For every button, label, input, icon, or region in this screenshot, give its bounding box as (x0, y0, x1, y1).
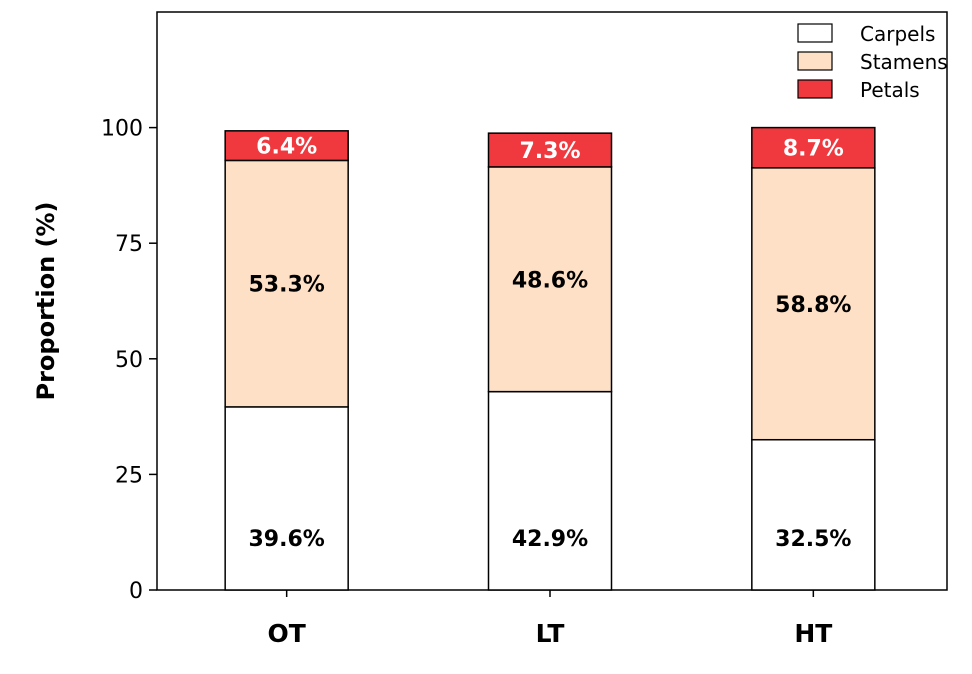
legend-swatch-petals (797, 79, 833, 99)
x-axis: OT LT HT (268, 590, 832, 648)
data-label-carpels: 42.9% (512, 527, 588, 552)
legend: Carpels Stamens Petals (797, 22, 948, 102)
data-label-stamens: 48.6% (512, 268, 588, 293)
x-tick-label: OT (268, 619, 306, 648)
x-tick-label: HT (794, 619, 832, 648)
y-axis: 0 25 50 75 100 (101, 117, 157, 604)
y-tick-label: 25 (115, 463, 143, 488)
x-tick-label: LT (536, 619, 565, 648)
bar-groups: 39.6% 53.3% 6.4% 42.9% 48.6% 7.3% 32.5% 58.8% 8.… (224, 126, 876, 591)
data-label-stamens: 53.3% (249, 273, 325, 298)
legend-swatch-stamens (797, 51, 833, 71)
data-label-carpels: 32.5% (775, 527, 851, 552)
bar-group-lt: 42.9% 48.6% 7.3% (487, 132, 613, 591)
y-tick-label: 100 (101, 117, 143, 142)
bar-segment-stamens (224, 159, 349, 408)
data-label-petals: 8.7% (783, 137, 844, 162)
data-label-petals: 7.3% (519, 139, 580, 164)
y-axis-label: Proportion (%) (32, 201, 60, 400)
data-label-petals: 6.4% (256, 135, 317, 160)
legend-label-carpels: Carpels (860, 22, 935, 46)
data-label-stamens: 58.8% (775, 293, 851, 318)
y-tick-label: 75 (115, 232, 143, 257)
bar-segment-petals (487, 132, 613, 168)
legend-swatch-carpels (797, 23, 833, 43)
legend-label-petals: Petals (860, 78, 920, 102)
y-tick-label: 0 (129, 579, 143, 604)
bar-segment-petals (751, 126, 876, 169)
legend-label-stamens: Stamens (860, 50, 948, 74)
bar-segment-carpels (487, 390, 613, 591)
bar-segment-carpels (224, 406, 349, 591)
bar-group-ot: 39.6% 53.3% 6.4% (224, 130, 349, 591)
data-label-carpels: 39.6% (249, 527, 325, 552)
bar-group-ht: 32.5% 58.8% 8.7% (751, 126, 876, 591)
bar-segment-petals (224, 130, 349, 162)
bar-segment-carpels (751, 438, 876, 591)
y-tick-label: 50 (115, 348, 143, 373)
